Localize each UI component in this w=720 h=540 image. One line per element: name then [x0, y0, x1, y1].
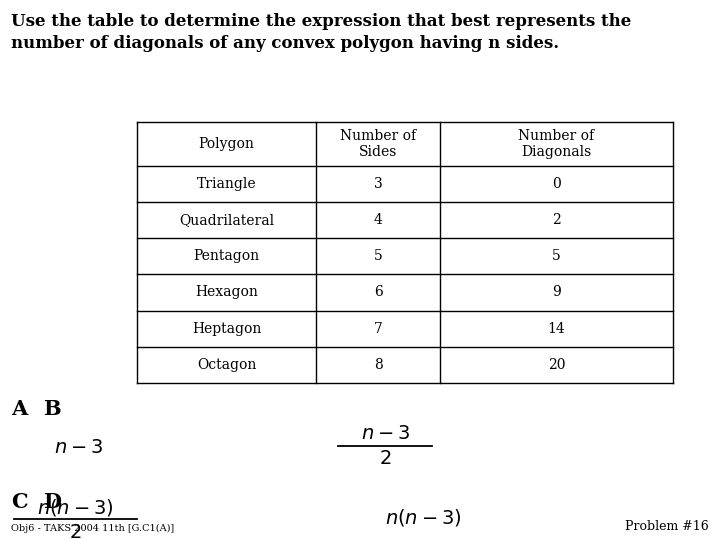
- Text: 4: 4: [374, 213, 382, 227]
- Text: 6: 6: [374, 286, 382, 299]
- Text: number of diagonals of any convex polygon having n sides.: number of diagonals of any convex polygo…: [11, 35, 559, 52]
- Text: Hexagon: Hexagon: [195, 286, 258, 299]
- Text: Number of
Diagonals: Number of Diagonals: [518, 129, 595, 159]
- Text: Problem #16: Problem #16: [626, 520, 709, 533]
- Text: Number of
Sides: Number of Sides: [340, 129, 416, 159]
- Text: 7: 7: [374, 322, 382, 335]
- Text: C: C: [11, 491, 27, 512]
- Text: Pentagon: Pentagon: [194, 249, 260, 263]
- Text: A: A: [11, 399, 27, 419]
- Text: Triangle: Triangle: [197, 177, 256, 191]
- Text: Octagon: Octagon: [197, 358, 256, 372]
- Text: $n(n-3)$: $n(n-3)$: [37, 497, 114, 517]
- Text: 5: 5: [552, 249, 561, 263]
- Text: Quadrilateral: Quadrilateral: [179, 213, 274, 227]
- Text: 20: 20: [548, 358, 565, 372]
- Text: 5: 5: [374, 249, 382, 263]
- Text: $n-3$: $n-3$: [54, 438, 103, 457]
- Text: $n(n-3)$: $n(n-3)$: [385, 508, 462, 528]
- Text: B: B: [43, 399, 60, 419]
- Text: Use the table to determine the expression that best represents the: Use the table to determine the expressio…: [11, 14, 631, 30]
- Text: Obj6 - TAKS 2004 11th [G.C1(A)]: Obj6 - TAKS 2004 11th [G.C1(A)]: [11, 524, 174, 533]
- Text: $n-3$: $n-3$: [361, 423, 410, 443]
- Text: 14: 14: [548, 322, 565, 335]
- Text: $2$: $2$: [69, 523, 82, 540]
- Text: 2: 2: [552, 213, 561, 227]
- Text: D: D: [43, 491, 61, 512]
- Text: $2$: $2$: [379, 449, 392, 469]
- Text: 8: 8: [374, 358, 382, 372]
- Text: 0: 0: [552, 177, 561, 191]
- Text: 9: 9: [552, 286, 561, 299]
- Text: Polygon: Polygon: [199, 137, 255, 151]
- Text: 3: 3: [374, 177, 382, 191]
- Text: Heptagon: Heptagon: [192, 322, 261, 335]
